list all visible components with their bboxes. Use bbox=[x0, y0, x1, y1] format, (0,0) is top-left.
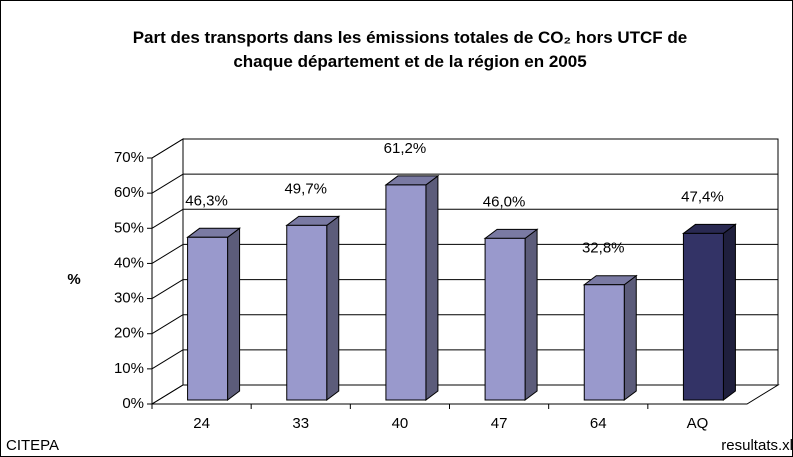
y-tick-label: 70% bbox=[114, 149, 144, 166]
bar-side bbox=[326, 215, 340, 401]
bar bbox=[286, 224, 328, 401]
grid-line bbox=[151, 349, 184, 370]
y-axis-label: % bbox=[67, 271, 80, 288]
bar-side bbox=[227, 227, 241, 401]
grid-line bbox=[151, 384, 184, 405]
y-tick-label: 0% bbox=[122, 395, 144, 412]
bar-side bbox=[623, 274, 637, 401]
grid-line bbox=[151, 208, 184, 229]
grid-line bbox=[151, 244, 184, 264]
y-tick-label: 20% bbox=[114, 325, 144, 342]
y-tick-label: 40% bbox=[114, 254, 144, 271]
side-wall bbox=[151, 138, 184, 405]
y-tick-label: 50% bbox=[114, 219, 144, 236]
data-label: 32,8% bbox=[582, 240, 625, 257]
x-tick-label: 64 bbox=[590, 415, 607, 432]
data-label: 47,4% bbox=[681, 188, 724, 205]
grid-line bbox=[151, 173, 184, 194]
chart-title: Part des transports dans les émissions t… bbox=[132, 28, 688, 71]
source-right: resultats.xl bbox=[721, 437, 793, 454]
bar bbox=[385, 184, 427, 401]
data-label: 46,0% bbox=[483, 193, 526, 210]
bar bbox=[187, 236, 229, 401]
y-tick-label: 60% bbox=[114, 184, 144, 201]
bar bbox=[682, 232, 724, 401]
grid-line bbox=[151, 138, 184, 159]
bar bbox=[583, 284, 625, 401]
bar-side bbox=[425, 174, 439, 401]
y-tick-label: 10% bbox=[114, 360, 144, 377]
bar-side bbox=[524, 228, 538, 401]
data-label: 61,2% bbox=[384, 140, 427, 157]
source-left: CITEPA bbox=[6, 437, 59, 454]
x-tick-label: AQ bbox=[687, 415, 709, 432]
y-tick-label: 30% bbox=[114, 290, 144, 307]
x-tick-label: 33 bbox=[292, 415, 309, 432]
bar-side bbox=[722, 223, 736, 401]
x-tick-label: 47 bbox=[491, 415, 508, 432]
x-tick-label: 24 bbox=[193, 415, 210, 432]
x-tick-label: 40 bbox=[392, 415, 409, 432]
data-label: 46,3% bbox=[185, 192, 228, 209]
grid-line bbox=[151, 279, 184, 299]
grid-line bbox=[151, 314, 184, 335]
data-label: 49,7% bbox=[284, 180, 327, 197]
bar bbox=[484, 237, 526, 401]
